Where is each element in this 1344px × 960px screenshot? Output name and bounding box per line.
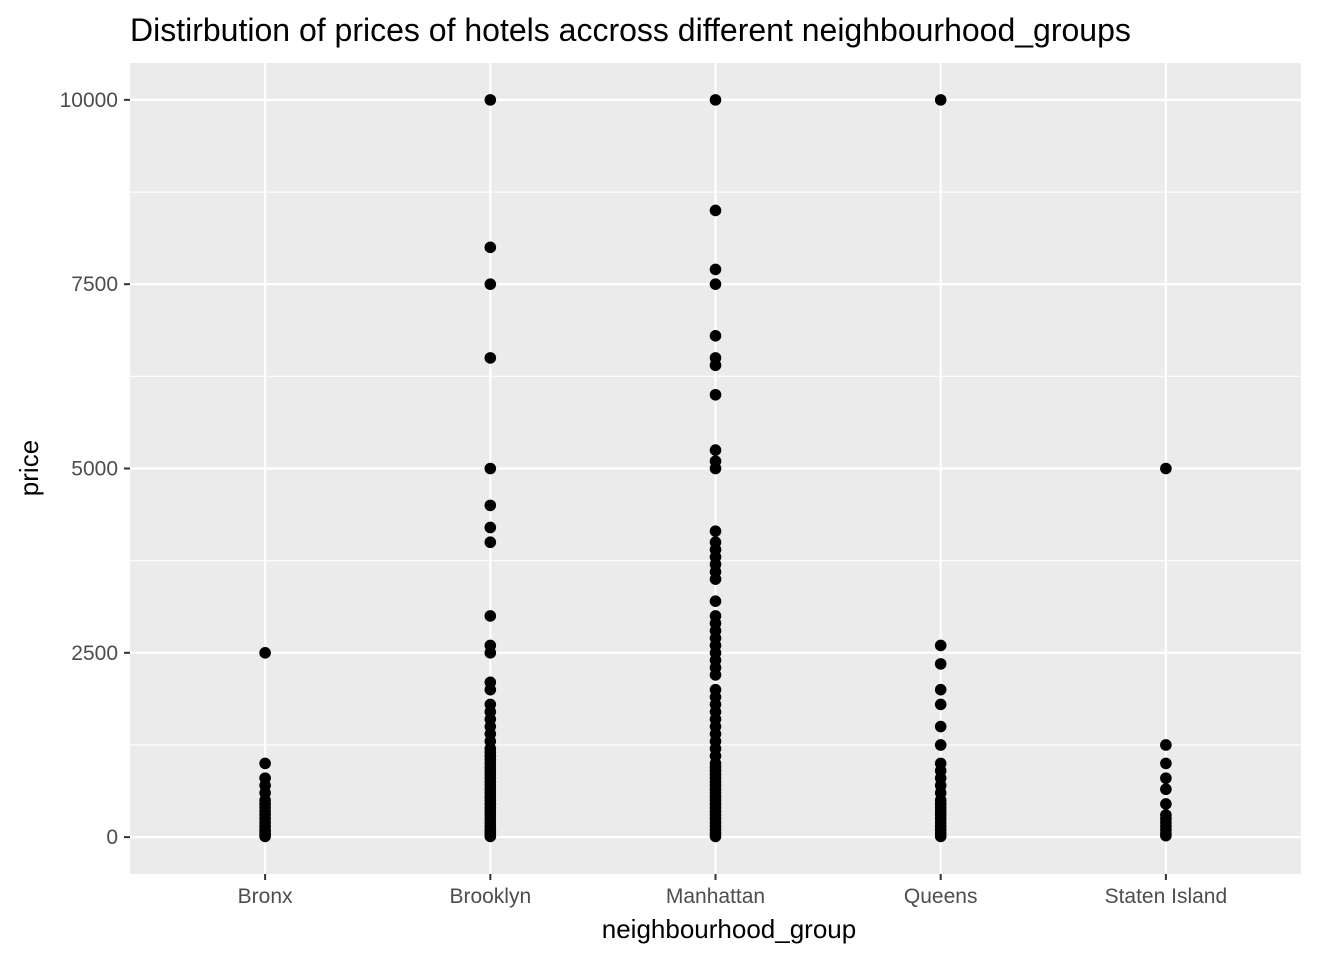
data-point — [484, 278, 497, 290]
data-point — [1160, 739, 1172, 751]
data-point — [709, 462, 722, 475]
data-point — [484, 352, 497, 364]
data-point — [709, 263, 722, 276]
data-point — [709, 595, 722, 608]
y-tick-label: 10000 — [60, 89, 118, 112]
data-point — [484, 683, 497, 696]
data-point — [259, 830, 271, 843]
data-point — [484, 462, 497, 475]
data-point — [934, 94, 947, 106]
data-point — [259, 647, 271, 659]
data-point — [484, 647, 497, 659]
data-point — [709, 94, 722, 106]
data-point — [484, 521, 497, 534]
data-point — [484, 94, 497, 106]
data-points — [259, 94, 1172, 843]
data-point — [709, 525, 722, 537]
data-point — [709, 669, 722, 681]
data-point — [1160, 783, 1172, 796]
data-point — [484, 830, 497, 843]
data-point — [1160, 462, 1172, 475]
y-tick-label: 0 — [106, 826, 118, 849]
data-point — [709, 444, 722, 456]
data-point — [709, 329, 722, 342]
data-point — [709, 830, 722, 843]
y-tick-label: 7500 — [71, 273, 118, 296]
data-point — [934, 658, 947, 670]
data-point — [1160, 829, 1172, 842]
x-tick-label: Bronx — [238, 885, 293, 908]
x-tick-label: Queens — [904, 885, 978, 908]
data-point — [709, 204, 722, 217]
data-point — [934, 683, 947, 696]
data-point — [934, 720, 947, 733]
y-tick-label: 2500 — [71, 642, 118, 665]
data-point — [484, 499, 497, 512]
data-point — [709, 278, 722, 290]
x-tick-label: Manhattan — [666, 885, 765, 908]
x-axis-ticks: Bronx Brooklyn Manhattan Queens Staten Islan… — [238, 874, 1227, 908]
data-point — [709, 388, 722, 401]
x-tick-label: Staten Island — [1105, 885, 1228, 908]
x-tick-label: Brooklyn — [449, 885, 531, 908]
data-point — [934, 698, 947, 711]
data-point — [1160, 757, 1172, 770]
data-point — [934, 830, 947, 843]
y-axis-ticks: 0 2500 5000 7500 10000 — [60, 89, 130, 849]
data-point — [1160, 798, 1172, 810]
y-axis-title: price — [14, 440, 44, 496]
data-point — [484, 241, 497, 254]
y-tick-label: 5000 — [71, 458, 118, 481]
data-point — [259, 757, 271, 770]
data-point — [709, 359, 722, 372]
data-point — [934, 639, 947, 652]
data-point — [709, 573, 722, 585]
data-point — [484, 610, 497, 622]
x-axis-title: neighbourhood_group — [602, 914, 856, 944]
data-point — [934, 739, 947, 751]
chart-title: Distirbution of prices of hotels accross… — [130, 12, 1131, 48]
data-point — [1160, 772, 1172, 784]
data-point — [484, 536, 497, 549]
